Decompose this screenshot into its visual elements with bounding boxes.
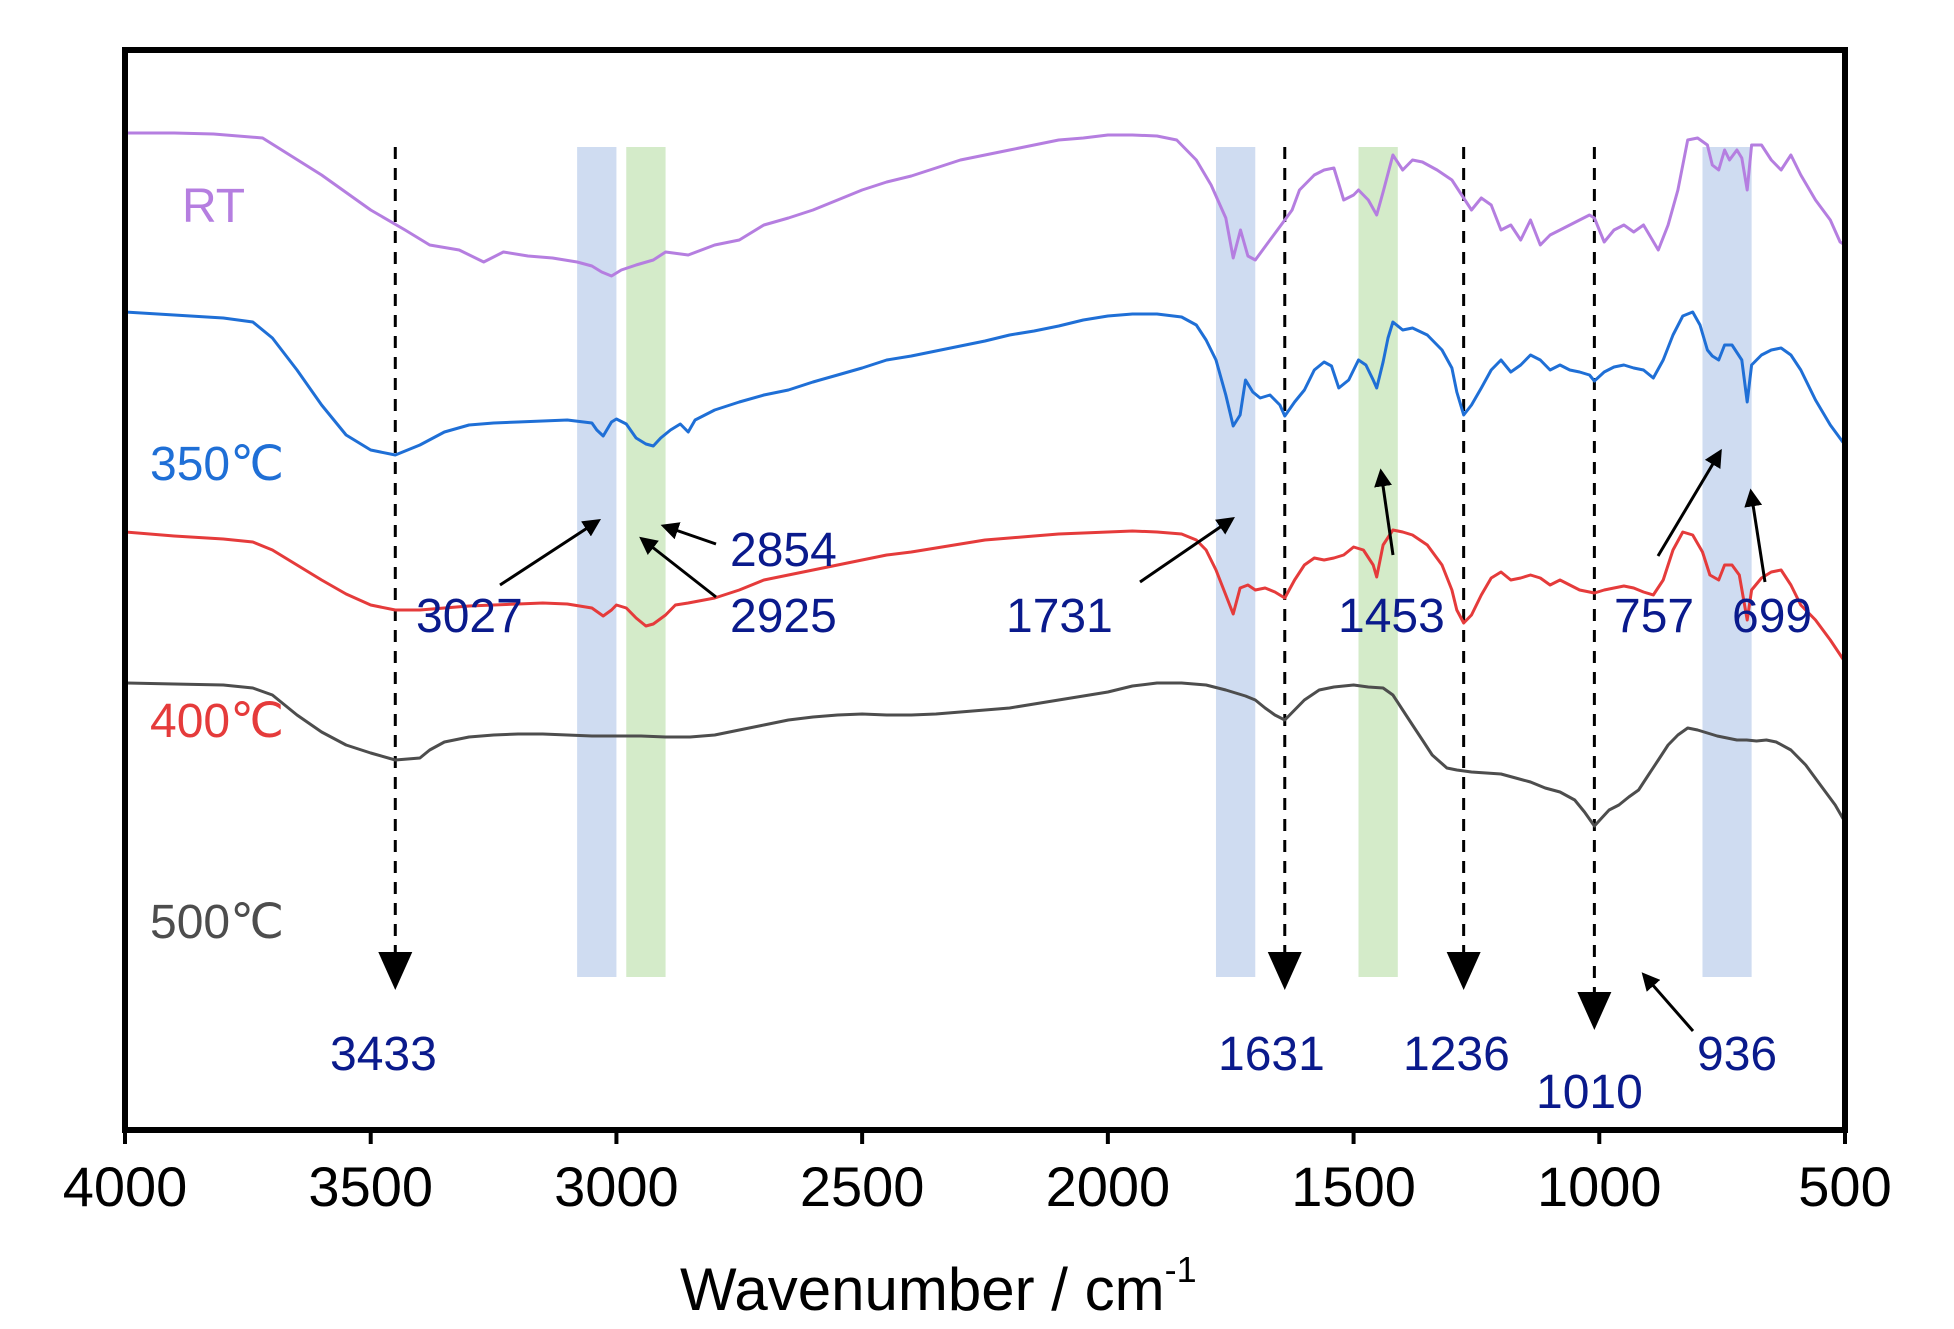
band-green-3 xyxy=(1358,147,1398,977)
x-tick-label-4000: 4000 xyxy=(63,1155,188,1218)
x-axis-title-text: Wavenumber / cm xyxy=(680,1256,1165,1323)
series-line-3 xyxy=(124,681,1847,828)
x-tick-label-1500: 1500 xyxy=(1291,1155,1416,1218)
x-tick-label-1000: 1000 xyxy=(1537,1155,1662,1218)
band-blue-0 xyxy=(577,147,617,977)
band-green-1 xyxy=(626,147,666,977)
spectra-lines xyxy=(124,131,1847,828)
series-line-2 xyxy=(124,528,1847,663)
highlight-bands xyxy=(577,147,1752,977)
dashed-marker-arrowhead-2 xyxy=(1446,952,1481,990)
dashed-marker-arrowhead-1 xyxy=(1267,952,1302,990)
dashed-marker-arrowhead-3 xyxy=(1577,992,1612,1030)
x-tick-label-2000: 2000 xyxy=(1046,1155,1171,1218)
peak-label-1453: 1453 xyxy=(1338,590,1445,643)
peak-label-3027: 3027 xyxy=(416,590,523,643)
x-axis-title: Wavenumber / cm-1 xyxy=(680,1249,1197,1323)
band-blue-4 xyxy=(1702,147,1752,977)
arrow-757 xyxy=(1656,448,1722,557)
arrow-1453 xyxy=(1374,468,1395,556)
arrow-2854 xyxy=(660,522,717,546)
dashed-markers xyxy=(378,147,1612,1030)
arrow-2925 xyxy=(639,536,717,599)
band-blue-2 xyxy=(1215,147,1256,977)
arrow-1731 xyxy=(1139,516,1235,584)
dashed-marker-arrowhead-0 xyxy=(378,952,413,990)
peak-label-936: 936 xyxy=(1697,1028,1777,1081)
peak-label-757: 757 xyxy=(1614,590,1694,643)
x-axis-ticks: 4000 3500 3000 2500 2000 1500 1000 500 xyxy=(63,1130,1892,1218)
series-line-1 xyxy=(124,310,1847,457)
x-axis-title-superscript: -1 xyxy=(1165,1249,1197,1290)
x-tick-label-3500: 3500 xyxy=(308,1155,433,1218)
peak-label-699: 699 xyxy=(1732,590,1812,643)
series-label-500: 500℃ xyxy=(150,896,284,949)
arrow-936 xyxy=(1641,972,1695,1032)
series-label-350: 350℃ xyxy=(150,438,284,491)
x-tick-label-500: 500 xyxy=(1798,1155,1891,1218)
series-label-rt: RT xyxy=(182,180,245,233)
arrow-699 xyxy=(1744,488,1767,583)
peak-label-2854: 2854 xyxy=(730,524,837,577)
peak-label-1631: 1631 xyxy=(1218,1028,1325,1081)
peak-label-2925: 2925 xyxy=(730,590,837,643)
peak-label-3433: 3433 xyxy=(330,1028,437,1081)
series-line-0 xyxy=(125,131,1846,278)
annotation-arrows xyxy=(499,448,1767,1032)
arrow-3027 xyxy=(499,519,602,587)
series-label-400: 400℃ xyxy=(150,695,284,748)
peak-label-1010: 1010 xyxy=(1536,1066,1643,1119)
peak-label-1236: 1236 xyxy=(1403,1028,1510,1081)
plot-frame xyxy=(122,47,1848,1133)
x-tick-label-2500: 2500 xyxy=(800,1155,925,1218)
peak-label-1731: 1731 xyxy=(1006,590,1113,643)
x-tick-label-3000: 3000 xyxy=(554,1155,679,1218)
